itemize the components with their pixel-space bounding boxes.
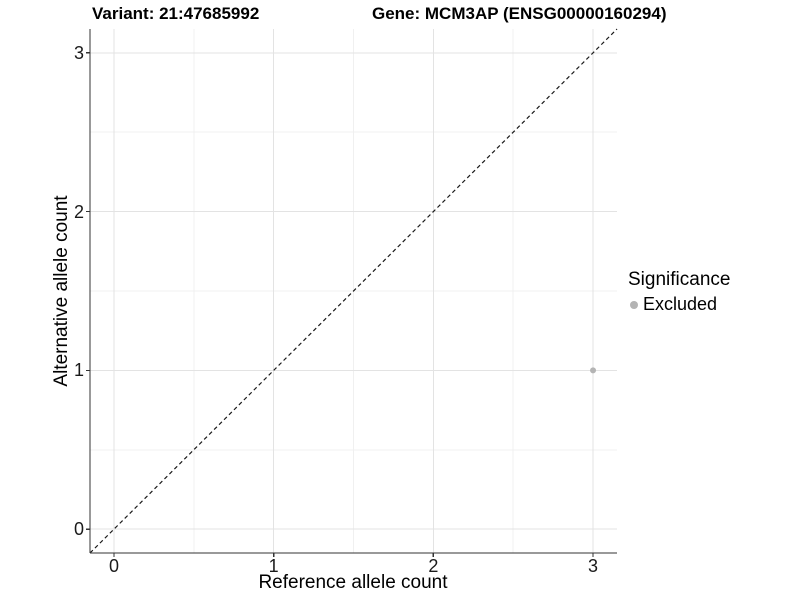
significance-legend: Significance Excluded bbox=[628, 269, 730, 315]
legend-item-excluded: Excluded bbox=[628, 294, 730, 315]
legend-item-label: Excluded bbox=[643, 294, 718, 314]
y-tick-label: 3 bbox=[73, 42, 84, 63]
legend-title: Significance bbox=[628, 269, 731, 290]
variant-title: Variant: 21:47685992 bbox=[92, 4, 260, 23]
gene-title: Gene: MCM3AP (ENSG00000160294) bbox=[372, 4, 667, 23]
excluded-point-icon bbox=[630, 300, 638, 309]
y-tick-label: 2 bbox=[73, 201, 84, 222]
x-tick-label: 0 bbox=[108, 556, 119, 576]
x-tick-label: 2 bbox=[428, 556, 439, 576]
y-tick-label: 1 bbox=[73, 360, 84, 381]
x-tick-label: 1 bbox=[268, 556, 279, 576]
x-axis-label: Reference allele count bbox=[258, 572, 448, 593]
x-tick-label: 3 bbox=[588, 556, 599, 576]
identity-dashed-line bbox=[89, 28, 618, 554]
y-tick-label: 0 bbox=[73, 519, 84, 540]
data-point bbox=[590, 367, 597, 374]
